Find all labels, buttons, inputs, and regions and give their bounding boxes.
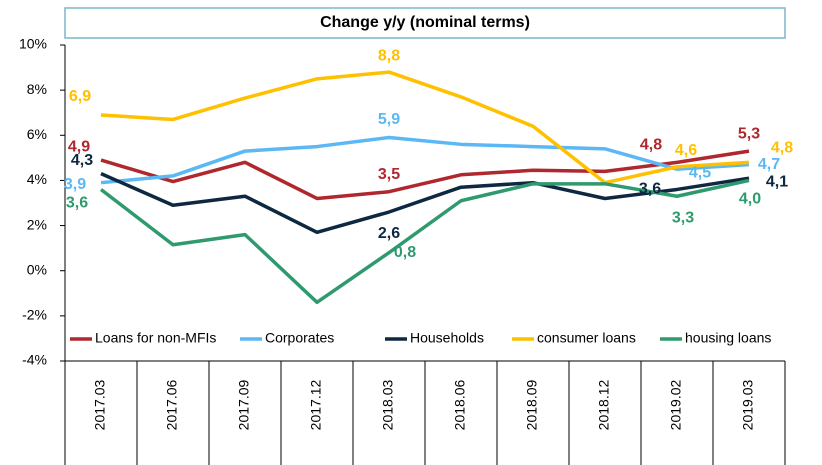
data-label: 4,3 (71, 152, 93, 169)
y-tick-label: 8% (27, 81, 47, 97)
data-label: 6,9 (69, 88, 91, 105)
legend-item: Loans for non-MFIs (70, 330, 216, 346)
x-tick-label: 2019.02 (668, 379, 684, 430)
x-tick-label: 2017.09 (236, 379, 252, 430)
data-label: 8,8 (378, 47, 400, 64)
legend-label: Corporates (265, 330, 334, 346)
series-line (99, 178, 750, 305)
x-tick-label: 2018.03 (380, 379, 396, 430)
data-label: 2,6 (378, 225, 400, 242)
x-tick-label: 2019.03 (740, 379, 756, 430)
y-tick-label: 6% (27, 126, 47, 142)
series-line (100, 135, 750, 185)
data-label: 4,8 (640, 137, 662, 154)
legend-item: Corporates (240, 330, 334, 346)
y-tick-label: -2% (22, 307, 47, 323)
data-label: 3,3 (672, 209, 694, 226)
x-tick-label: 2017.12 (308, 379, 324, 430)
series-line (100, 149, 750, 201)
x-tick-label: 2017.06 (164, 379, 180, 430)
y-tick-label: 2% (27, 216, 47, 232)
legend-label: housing loans (685, 330, 771, 346)
legend-item: Households (385, 330, 484, 346)
y-tick-label: 0% (27, 261, 47, 277)
legend-label: Households (410, 330, 484, 346)
legend-label: consumer loans (537, 330, 636, 346)
x-tick-label: 2018.12 (596, 379, 612, 430)
chart-title: Change y/y (nominal terms) (320, 14, 530, 31)
data-label: 3,6 (66, 195, 88, 212)
data-label: 4,6 (675, 142, 697, 159)
data-label: 3,6 (639, 181, 661, 198)
data-label: 4,0 (739, 191, 761, 208)
data-label: 4,9 (68, 138, 90, 155)
data-label: 5,3 (738, 125, 760, 142)
x-tick-label: 2018.06 (452, 379, 468, 430)
data-label: 4,1 (766, 173, 788, 190)
y-tick-label: 10% (19, 36, 47, 52)
series-line (100, 172, 750, 235)
legend-item: housing loans (660, 330, 771, 346)
data-label: 4,7 (758, 156, 780, 173)
data-label: 5,9 (378, 111, 400, 128)
title-box (64, 7, 786, 39)
series-line (100, 70, 750, 185)
data-label: 4,8 (771, 140, 793, 157)
data-label: 3,9 (64, 176, 86, 193)
data-label: 3,5 (378, 166, 400, 183)
data-label: 4,5 (689, 164, 711, 181)
legend-label: Loans for non-MFIs (95, 330, 216, 346)
y-tick-label: 4% (27, 171, 47, 187)
data-label: 0,8 (394, 244, 416, 261)
y-tick-label: -4% (22, 352, 47, 368)
x-tick-label: 2017.03 (92, 379, 108, 430)
x-tick-label: 2018.09 (524, 379, 540, 430)
legend-item: consumer loans (512, 330, 636, 346)
